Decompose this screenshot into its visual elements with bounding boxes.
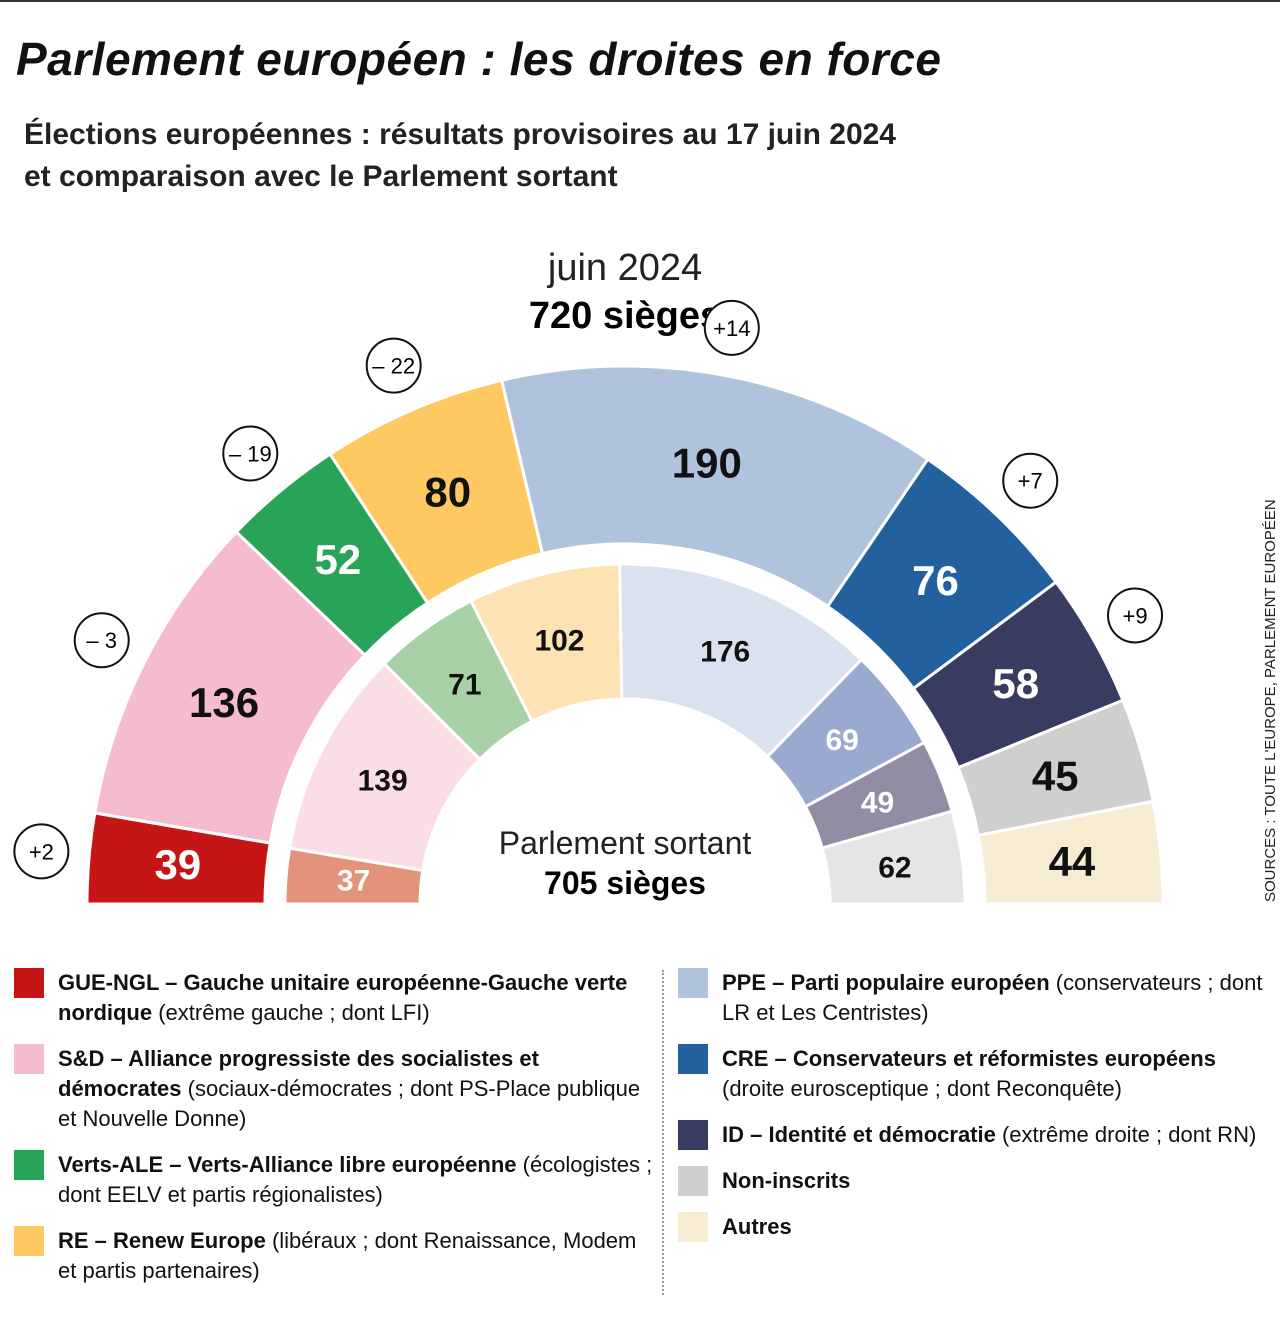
legend-item: RE – Renew Europe (libéraux ; dont Renai… xyxy=(14,1226,654,1286)
legend-group-name: S&D – Alliance progressiste des socialis… xyxy=(58,1046,539,1101)
legend-group-name: PPE – Parti populaire européen xyxy=(722,970,1050,995)
legend-group-name: Autres xyxy=(722,1214,792,1239)
change-badge-label: – 3 xyxy=(86,628,117,653)
outer-value-label: 136 xyxy=(189,679,259,726)
outer-value-label: 58 xyxy=(992,660,1039,707)
legend-text: Non-inscrits xyxy=(722,1166,1273,1196)
legend-item: ID – Identité et démocratie (extrême dro… xyxy=(678,1120,1273,1150)
outer-value-label: 80 xyxy=(424,469,471,516)
legend-swatch xyxy=(14,1150,44,1180)
legend-item: PPE – Parti populaire européen (conserva… xyxy=(678,968,1273,1028)
legend-group-name: GUE-NGL – Gauche unitaire européenne-Gau… xyxy=(58,970,628,1025)
change-badge-label: +14 xyxy=(713,316,750,341)
change-badge-label: +9 xyxy=(1122,603,1147,628)
legend-swatch xyxy=(14,968,44,998)
legend-swatch xyxy=(678,1166,708,1196)
legend-item: Verts-ALE – Verts-Alliance libre europée… xyxy=(14,1150,654,1210)
change-badge xyxy=(73,612,130,669)
outer-value-label: 76 xyxy=(912,557,959,604)
legend-item: S&D – Alliance progressiste des socialis… xyxy=(14,1044,654,1134)
legend-text: ID – Identité et démocratie (extrême dro… xyxy=(722,1120,1273,1150)
legend-item: Non-inscrits xyxy=(678,1166,1273,1196)
inner-segment-noninscrits xyxy=(820,809,967,906)
outer-segment-autres xyxy=(976,799,1165,906)
chart-subtitle: Élections européennes : résultats provis… xyxy=(24,114,1244,198)
legend-group-description: (écologistes ; dont EELV et partis régio… xyxy=(58,1152,653,1207)
inner-value-label: 49 xyxy=(861,786,894,819)
change-badge-label: +2 xyxy=(29,839,54,864)
source-note: SOURCES : TOUTE L'EUROPE, PARLEMENT EURO… xyxy=(1262,499,1279,902)
legend-group-description: (libéraux ; dont Renaissance, Modem et p… xyxy=(58,1228,637,1283)
outer-segment-ppe xyxy=(499,364,930,609)
inner-ring-label: Parlement sortant xyxy=(499,825,752,861)
legend-divider xyxy=(662,970,664,1295)
inner-value-label: 37 xyxy=(337,864,370,897)
legend-swatch xyxy=(14,1226,44,1256)
legend-text: PPE – Parti populaire européen (conserva… xyxy=(722,968,1273,1028)
inner-ring-total: 705 sièges xyxy=(544,865,706,901)
hemicycle-chart: juin 2024 720 sièges Parlement sortant 7… xyxy=(13,247,1165,906)
legend-text: Verts-ALE – Verts-Alliance libre europée… xyxy=(58,1150,654,1210)
legend-group-name: CRE – Conservateurs et réformistes europ… xyxy=(722,1046,1216,1071)
legend-swatch xyxy=(678,1120,708,1150)
legend-item: GUE-NGL – Gauche unitaire européenne-Gau… xyxy=(14,968,654,1028)
outer-value-label: 44 xyxy=(1049,838,1096,885)
legend-text: Autres xyxy=(722,1212,1273,1242)
subtitle-line-2: et comparaison avec le Parlement sortant xyxy=(24,160,618,193)
legend-text: CRE – Conservateurs et réformistes europ… xyxy=(722,1044,1273,1104)
legend-swatch xyxy=(678,1044,708,1074)
outer-ring-label: juin 2024 xyxy=(547,247,702,289)
change-badge-label: +7 xyxy=(1018,469,1043,494)
legend-right: PPE – Parti populaire européen (conserva… xyxy=(678,968,1273,1258)
legend-item: Autres xyxy=(678,1212,1273,1242)
inner-value-label: 62 xyxy=(878,851,911,884)
inner-value-label: 139 xyxy=(358,764,408,797)
legend-group-description: (conservateurs ; dont LR et Les Centrist… xyxy=(722,970,1263,1025)
legend-swatch xyxy=(14,1044,44,1074)
outer-value-label: 45 xyxy=(1032,753,1079,800)
subtitle-line-1: Élections européennes : résultats provis… xyxy=(24,118,896,151)
legend-left: GUE-NGL – Gauche unitaire européenne-Gau… xyxy=(14,968,654,1302)
outer-ring-total: 720 sièges xyxy=(529,295,721,337)
legend-text: GUE-NGL – Gauche unitaire européenne-Gau… xyxy=(58,968,654,1028)
legend-group-name: ID – Identité et démocratie xyxy=(722,1122,996,1147)
legend-text: RE – Renew Europe (libéraux ; dont Renai… xyxy=(58,1226,654,1286)
outer-value-label: 190 xyxy=(672,440,742,487)
legend-group-description: (sociaux-démocrates ; dont PS-Place publ… xyxy=(58,1076,641,1131)
legend-text: S&D – Alliance progressiste des socialis… xyxy=(58,1044,654,1134)
inner-value-label: 71 xyxy=(448,668,481,701)
legend-group-description: (droite eurosceptique ; dont Reconquête) xyxy=(722,1076,1122,1101)
change-badge-label: – 19 xyxy=(229,441,272,466)
inner-value-label: 176 xyxy=(700,635,750,668)
change-badge xyxy=(222,425,279,482)
change-badge xyxy=(13,823,70,880)
change-badge xyxy=(365,337,422,394)
change-badge xyxy=(703,299,760,356)
legend-swatch xyxy=(678,968,708,998)
change-badge xyxy=(1107,587,1164,644)
legend-item: CRE – Conservateurs et réformistes europ… xyxy=(678,1044,1273,1104)
chart-title: Parlement européen : les droites en forc… xyxy=(16,33,942,85)
legend-group-name: RE – Renew Europe xyxy=(58,1228,266,1253)
change-badge xyxy=(1002,452,1059,509)
inner-value-label: 102 xyxy=(534,624,584,657)
outer-value-label: 52 xyxy=(315,536,362,583)
legend-group-description: (extrême droite ; dont RN) xyxy=(995,1122,1257,1147)
inner-value-label: 69 xyxy=(826,724,859,757)
legend-group-name: Non-inscrits xyxy=(722,1168,851,1193)
change-badge-label: – 22 xyxy=(372,354,415,379)
legend-group-description: (extrême gauche ; dont LFI) xyxy=(152,1000,430,1025)
legend-group-name: Verts-ALE – Verts-Alliance libre europée… xyxy=(58,1152,517,1177)
legend-swatch xyxy=(678,1212,708,1242)
outer-value-label: 39 xyxy=(154,841,201,888)
